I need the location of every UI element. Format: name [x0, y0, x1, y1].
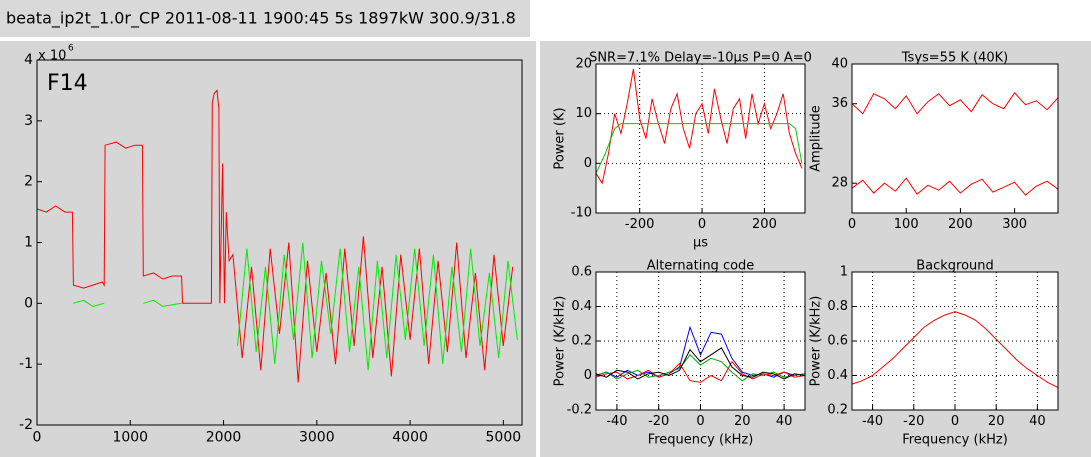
data-line: [73, 242, 518, 371]
y-tick-label: 0.6: [571, 265, 592, 280]
y-tick-label: -1: [19, 356, 33, 372]
x-tick-label: 20: [734, 414, 751, 429]
x-tick-label: 200: [948, 217, 973, 232]
chart-title: SNR=7.1% Delay=-10µs P=0 A=0: [589, 51, 812, 66]
y-axis-label: Power (K/kHz): [809, 296, 824, 387]
annotation: F14: [47, 71, 88, 96]
x-tick-label: -20: [648, 414, 669, 429]
plot-area: [596, 64, 805, 213]
x-tick-label: 20: [988, 414, 1005, 429]
data-line: [851, 311, 1059, 389]
x-tick-label: 40: [776, 414, 793, 429]
x-tick-label: 0: [698, 217, 706, 232]
y-tick-label: 0.2: [571, 334, 592, 349]
y-tick-label: 36: [831, 96, 848, 111]
data-line: [595, 360, 806, 383]
x-axis-label: µs: [693, 236, 708, 251]
y-axis-label: Amplitude: [809, 105, 824, 172]
x-tick-label: 3000: [299, 430, 335, 446]
x-tick-label: 0: [951, 414, 959, 429]
x-tick-label: 5000: [486, 430, 522, 446]
x-tick-label: 0: [33, 430, 42, 446]
y-axis-label: Power (K/kHz): [553, 296, 568, 387]
plot-frame: [595, 63, 806, 214]
x-tick-label: 200: [752, 217, 777, 232]
header-title: beata_ip2t_1.0r_CP 2011-08-11 1900:45 5s…: [6, 9, 516, 29]
x-tick-label: 0: [848, 217, 856, 232]
data-line: [595, 347, 806, 380]
chart-title: Background: [916, 259, 994, 274]
plot-frame: [851, 271, 1059, 411]
header-bar: [0, 0, 530, 37]
x-tick-label: 0: [696, 414, 704, 429]
y-tick-label: 4: [24, 52, 33, 68]
y-tick-label: 0.8: [827, 299, 848, 314]
x-tick-label: 300: [1002, 217, 1027, 232]
y-tick-label: 40: [831, 57, 848, 72]
axis-multiplier-exponent: 6: [68, 44, 74, 54]
y-axis-label: Power (K): [553, 107, 568, 169]
y-tick-label: 0.4: [571, 299, 592, 314]
y-tick-label: 1: [840, 265, 848, 280]
plot-area: [852, 64, 1058, 213]
y-tick-label: 0: [584, 368, 592, 383]
y-tick-label: 0.6: [827, 334, 848, 349]
data-line: [851, 177, 1059, 196]
plot-frame: [36, 59, 523, 426]
y-tick-label: 0.4: [827, 368, 848, 383]
y-tick-label: 2: [24, 174, 33, 190]
x-tick-label: 2000: [206, 430, 242, 446]
plot-frame: [595, 271, 806, 411]
x-tick-label: 100: [894, 217, 919, 232]
y-tick-label: 0: [24, 295, 33, 311]
x-tick-label: -20: [903, 414, 924, 429]
x-tick-label: 40: [1029, 414, 1046, 429]
y-tick-label: 28: [831, 176, 848, 191]
x-tick-label: 4000: [392, 430, 428, 446]
y-tick-label: 10: [575, 106, 592, 121]
plot-frame: [851, 63, 1059, 214]
data-line: [595, 68, 803, 185]
x-tick-label: -40: [606, 414, 627, 429]
y-tick-label: 0: [584, 156, 592, 171]
x-tick-label: -40: [862, 414, 883, 429]
y-tick-label: 20: [575, 57, 592, 72]
plot-area: [37, 60, 522, 425]
y-tick-label: -2: [19, 417, 33, 433]
data-line: [595, 325, 806, 378]
x-axis-label: Frequency (kHz): [902, 433, 1008, 448]
data-line: [851, 91, 1059, 115]
chart-title: Alternating code: [647, 259, 755, 274]
y-tick-label: -0.2: [567, 403, 592, 418]
chart-title: Tsys=55 K (40K): [901, 51, 1008, 66]
y-tick-label: -10: [571, 206, 592, 221]
y-tick-label: 3: [24, 113, 33, 129]
data-line: [36, 89, 514, 383]
x-axis-label: Frequency (kHz): [648, 433, 754, 448]
axis-multiplier: x 10: [38, 49, 66, 64]
x-tick-label: 1000: [112, 430, 148, 446]
y-tick-label: 0.2: [827, 403, 848, 418]
y-tick-label: 1: [24, 235, 33, 251]
data-line: [595, 123, 803, 174]
x-tick-label: -200: [625, 217, 655, 232]
